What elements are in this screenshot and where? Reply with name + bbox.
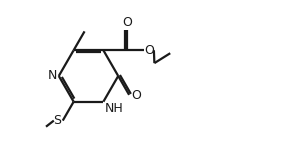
Text: S: S <box>53 114 61 127</box>
Text: O: O <box>122 16 132 29</box>
Text: N: N <box>47 69 57 82</box>
Text: O: O <box>131 89 141 102</box>
Text: O: O <box>145 44 154 57</box>
Text: NH: NH <box>104 102 123 115</box>
